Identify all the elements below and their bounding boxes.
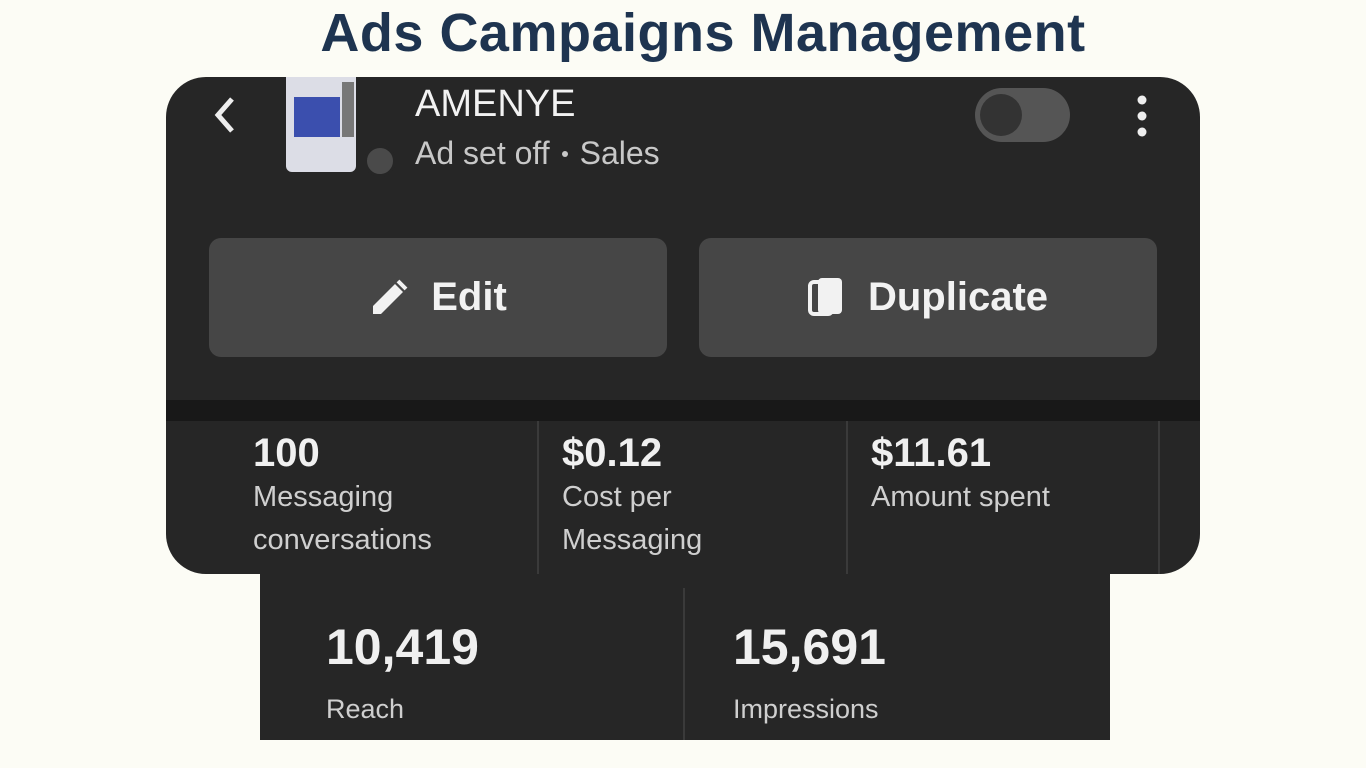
edit-label: Edit [431, 275, 507, 319]
duplicate-icon [807, 277, 842, 316]
ad-set-name: AMENYE [415, 83, 576, 125]
metric-label: Cost per Messaging [562, 481, 703, 556]
divider-strip [166, 400, 1200, 421]
metric: 100 Messaging conversations [253, 431, 493, 562]
toggle[interactable] [975, 88, 1070, 142]
metric-label: Amount spent [871, 481, 1050, 513]
column-separator [683, 588, 685, 740]
ad-thumbnail [286, 77, 356, 172]
metric-label: Messaging conversations [253, 481, 432, 556]
ad-set-objective: Sales [579, 135, 660, 171]
metric-value: $0.12 [562, 431, 663, 475]
duplicate-label: Duplicate [867, 275, 1049, 319]
metric-value: 100 [253, 431, 320, 475]
metric: $11.61 Amount spent [871, 431, 1111, 519]
metric-label: Impressions [733, 694, 879, 724]
metric-value: 10,419 [326, 619, 479, 675]
secondary-metrics-panel: 10,419 Reach 15,691 Impressions [260, 574, 1110, 740]
metric-value: $11.61 [871, 431, 992, 475]
metric-label: Reach [326, 694, 405, 724]
ad-set-meta: Ad set off Sales [415, 135, 660, 172]
duplicate-button[interactable]: Duplicate [699, 238, 1157, 357]
ad-set-card: AMENYE Ad set off Sales Edit Duplicate 1… [166, 77, 1200, 574]
column-separator [537, 421, 539, 574]
edit-button[interactable]: Edit [209, 238, 667, 357]
status-dot [364, 145, 396, 177]
column-separator [846, 421, 848, 574]
more-menu[interactable] [1132, 93, 1152, 139]
metric: $0.12 Cost per Messaging [562, 431, 742, 562]
metric-value: 15,691 [733, 619, 886, 675]
edit-icon [373, 279, 408, 314]
page-title: Ads Campaigns Management [320, 3, 1086, 63]
ad-set-status: Ad set off [415, 135, 550, 171]
back-button[interactable] [206, 95, 246, 135]
column-separator [1158, 421, 1160, 574]
